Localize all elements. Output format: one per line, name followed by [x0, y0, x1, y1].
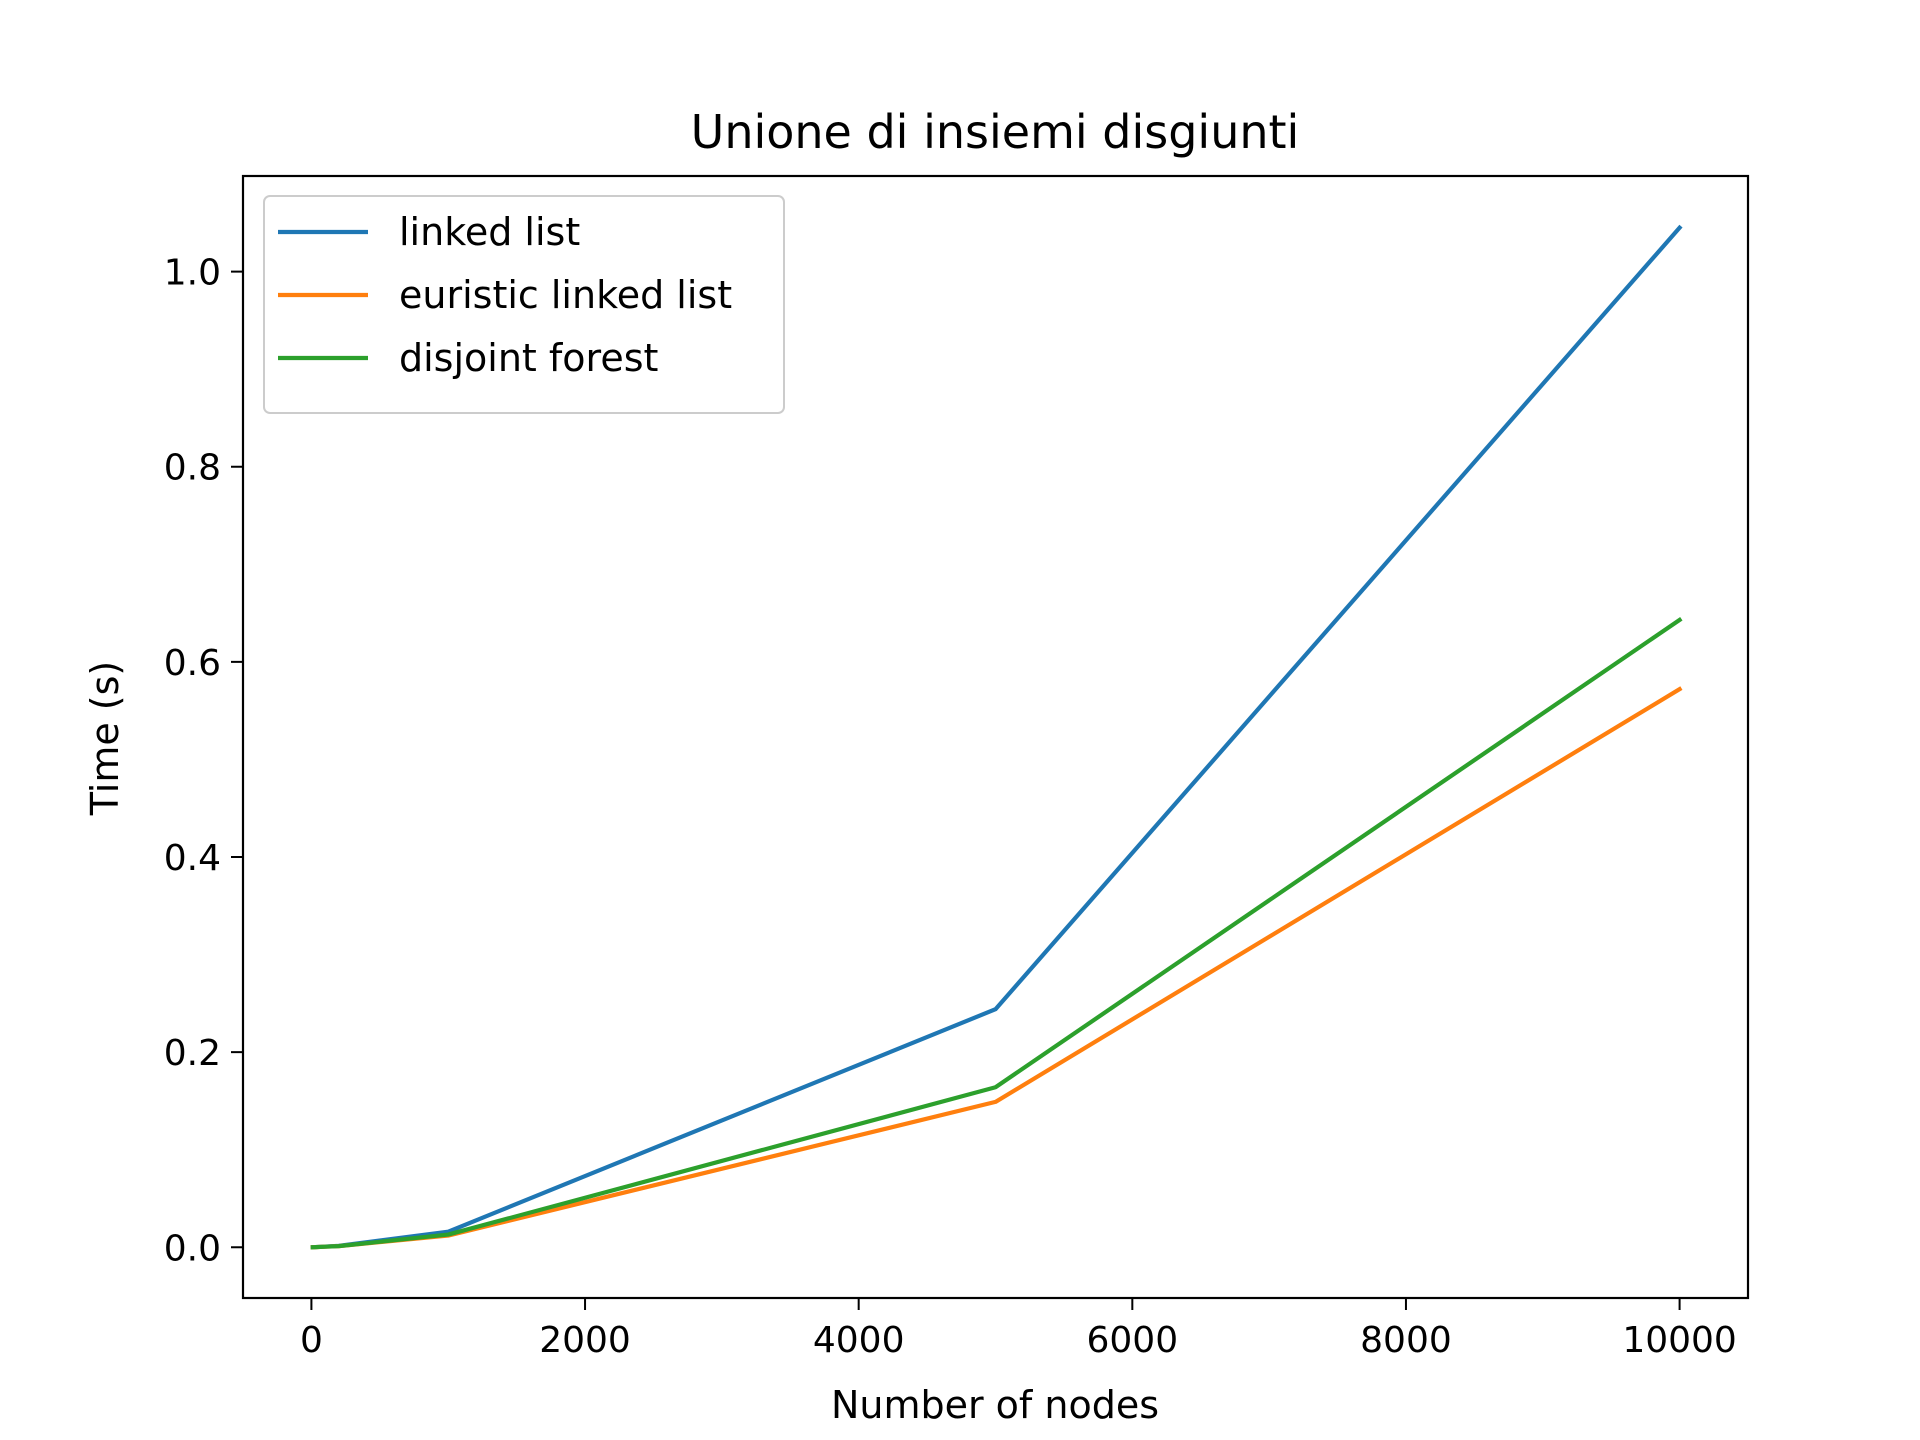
- x-axis-label: Number of nodes: [831, 1383, 1159, 1427]
- x-tick-label: 0: [300, 1320, 323, 1361]
- x-tick-label: 6000: [1087, 1320, 1179, 1361]
- y-tick-label: 0.8: [164, 448, 221, 489]
- y-tick-label: 0.0: [164, 1228, 221, 1269]
- y-tick-label: 0.6: [164, 643, 221, 684]
- y-axis-label: Time (s): [83, 661, 127, 817]
- x-tick-label: 4000: [813, 1320, 905, 1361]
- y-axis: 0.0 0.2 0.4 0.6 0.8 1.0: [164, 253, 243, 1269]
- legend-box: [263, 195, 785, 414]
- legend-label: euristic linked list: [399, 273, 732, 317]
- x-tick-label: 10000: [1622, 1320, 1737, 1361]
- x-axis: 0 2000 4000 6000 8000 10000: [300, 1298, 1737, 1361]
- y-tick-label: 1.0: [164, 253, 221, 294]
- series-line-3: [310, 617, 1683, 1250]
- series-group: [310, 224, 1683, 1250]
- x-tick-label: 2000: [539, 1320, 631, 1361]
- plot-frame: [241, 174, 1750, 1300]
- chart-title: Unione di insiemi disgiunti: [691, 105, 1300, 159]
- legend: linked list euristic linked list disjoint …: [263, 195, 785, 414]
- y-tick-label: 0.2: [164, 1033, 221, 1074]
- legend-label: disjoint forest: [399, 336, 658, 380]
- legend-label: linked list: [399, 210, 580, 254]
- y-tick-label: 0.4: [164, 838, 221, 879]
- x-tick-label: 8000: [1360, 1320, 1452, 1361]
